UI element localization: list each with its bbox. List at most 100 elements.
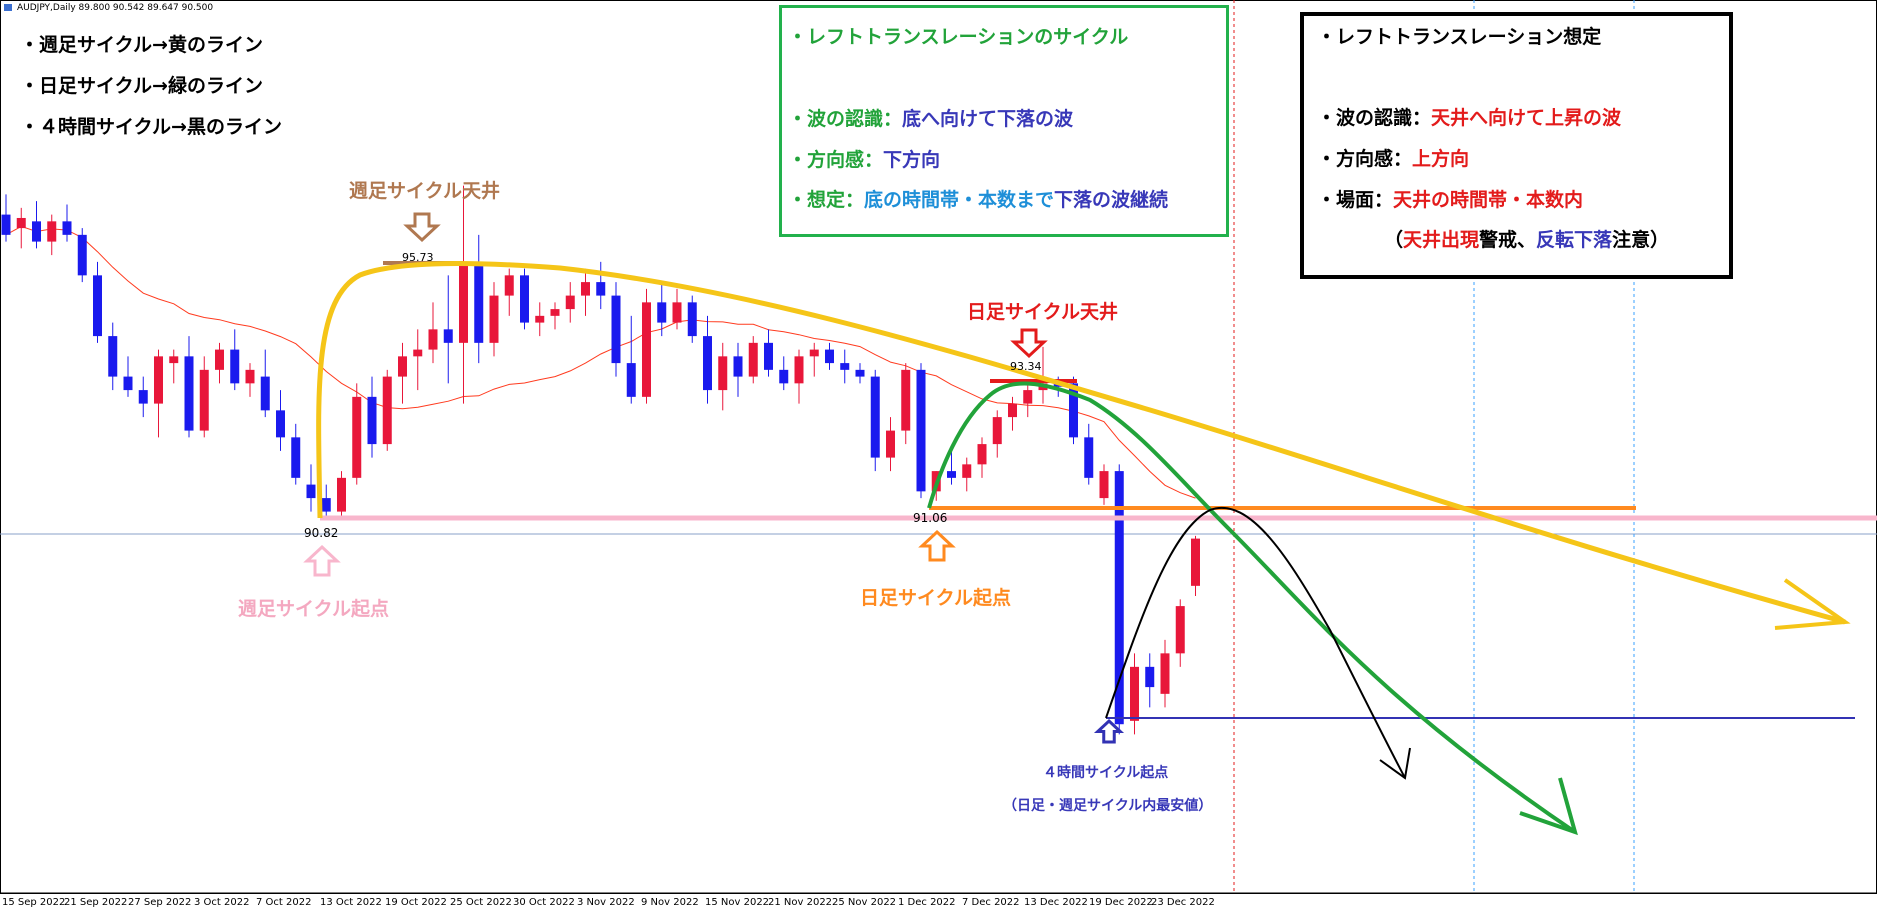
- candle: [1160, 639, 1170, 708]
- dir-label: ・方向感：: [788, 149, 884, 171]
- candle: [535, 302, 545, 337]
- candle: [1145, 653, 1155, 708]
- candle: [367, 376, 377, 458]
- candle: [1175, 599, 1185, 667]
- candle: [687, 295, 697, 343]
- candle: [352, 383, 362, 485]
- candle: [413, 329, 423, 391]
- note-open: （: [1384, 229, 1404, 251]
- wave-label: ・波の認識：: [1317, 107, 1432, 129]
- candle: [77, 228, 87, 283]
- h4-arrow-head: [1379, 747, 1411, 780]
- candle-body: [413, 349, 423, 357]
- x-tick: 9 Nov 2022: [641, 897, 699, 908]
- candle-body: [321, 498, 331, 512]
- candle: [337, 471, 346, 517]
- assume-value-2: 下落の波継続: [1054, 189, 1169, 211]
- candle: [276, 390, 285, 451]
- candle-body: [962, 464, 972, 478]
- candle: [443, 275, 453, 384]
- candle-body: [809, 349, 819, 357]
- x-tick: 13 Dec 2022: [1024, 897, 1088, 908]
- candle-body: [992, 417, 1002, 445]
- x-tick: 21 Nov 2022: [768, 897, 833, 908]
- weekly-top-arrow-icon: [403, 212, 441, 243]
- candle-body: [870, 376, 880, 458]
- candle-body: [1023, 390, 1033, 404]
- candle-body: [764, 342, 773, 370]
- candle: [520, 268, 529, 330]
- legend-weekly: ・週足サイクル→黄のライン: [20, 34, 263, 56]
- candle-body: [611, 295, 621, 364]
- candle: [794, 349, 804, 404]
- scene-value: 天井の時間帯・本数内: [1393, 189, 1584, 211]
- candle-body: [77, 234, 87, 276]
- black-box-note: （天井出現警戒、反転下落注意）: [1384, 225, 1669, 252]
- candle-body: [657, 302, 667, 323]
- candle-body: [596, 282, 606, 296]
- candle-body: [840, 363, 850, 370]
- candle: [428, 302, 438, 364]
- x-tick: 13 Oct 2022: [320, 897, 382, 908]
- candle: [825, 342, 834, 370]
- candle-body: [154, 356, 163, 404]
- candle: [855, 363, 865, 384]
- daily-start-label: 日足サイクル起点: [860, 587, 1012, 609]
- x-tick: 1 Dec 2022: [898, 897, 956, 908]
- green-box-wave: ・波の認識：底へ向けて下落の波: [788, 104, 1073, 131]
- daily-top-arrow-icon: [1010, 328, 1048, 359]
- candle-body: [748, 342, 758, 377]
- note-warn: 警戒、: [1479, 229, 1537, 251]
- legend-h4: ・４時間サイクル→黒のライン: [20, 116, 282, 138]
- x-tick: 27 Sep 2022: [128, 897, 192, 908]
- candle-body: [520, 275, 529, 323]
- candle-body: [337, 477, 346, 512]
- daily-start-arrow-icon: [918, 529, 956, 562]
- weekly-start-value: 90.82: [304, 526, 339, 540]
- candle: [764, 329, 773, 377]
- note-top: 天井出現: [1403, 229, 1480, 251]
- candle: [992, 410, 1002, 458]
- candle: [703, 315, 712, 404]
- daily-top-value: 93.34: [1010, 360, 1042, 373]
- black-info-box: ・レフトトランスレーション想定 ・波の認識：天井へ向けて上昇の波 ・方向感：上方…: [1300, 12, 1733, 279]
- candle: [47, 214, 57, 256]
- candle: [230, 329, 240, 391]
- dir-label: ・方向感：: [1317, 148, 1413, 170]
- candle: [62, 204, 72, 242]
- candle: [382, 369, 392, 451]
- candle-body: [47, 221, 57, 242]
- candle-body: [93, 275, 102, 337]
- x-tick: 21 Sep 2022: [64, 897, 128, 908]
- x-tick: 15 Sep 2022: [2, 897, 66, 908]
- candle-body: [886, 430, 895, 458]
- candle-body: [947, 471, 956, 478]
- x-tick: 19 Oct 2022: [385, 897, 447, 908]
- candle-body: [642, 302, 651, 397]
- candle-body: [901, 369, 911, 431]
- candle: [306, 464, 316, 512]
- symbol-info: AUDJPY,Daily 89.800 90.542 89.647 90.500: [17, 3, 214, 13]
- green-info-box: ・レフトトランスレーションのサイクル ・波の認識：底へ向けて下落の波 ・方向感：…: [779, 5, 1229, 237]
- candle: [916, 363, 926, 499]
- black-box-wave: ・波の認識：天井へ向けて上昇の波: [1317, 103, 1621, 130]
- candle-body: [352, 396, 362, 478]
- wave-label: ・波の認識：: [788, 108, 903, 130]
- candle-body: [1130, 666, 1139, 721]
- candle-body: [230, 349, 240, 384]
- candle: [657, 282, 667, 337]
- candle: [886, 417, 895, 472]
- scene-label: ・場面：: [1317, 189, 1394, 211]
- candle: [870, 369, 880, 472]
- candle: [291, 423, 301, 485]
- candle-body: [398, 356, 407, 377]
- daily-start-value: 91.06: [913, 511, 948, 525]
- candle-body: [1175, 606, 1185, 654]
- candle-body: [550, 309, 560, 316]
- candle: [108, 322, 118, 391]
- h4-start-note: （日足・週足サイクル内最安値）: [1003, 798, 1213, 814]
- candle-body: [459, 261, 468, 343]
- candle: [779, 356, 789, 391]
- candle-body: [977, 444, 987, 465]
